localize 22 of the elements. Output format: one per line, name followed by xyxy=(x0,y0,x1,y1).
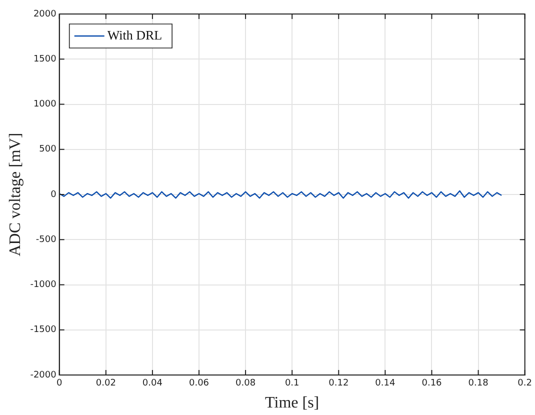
x-tick-label: 0.02 xyxy=(96,378,116,389)
x-tick-label: 0.14 xyxy=(375,378,396,389)
y-tick-label: 1000 xyxy=(33,100,57,110)
y-tick-label: 2000 xyxy=(33,9,57,20)
x-tick-label: 0.08 xyxy=(236,378,256,389)
y-tick-label: -1000 xyxy=(30,280,57,290)
x-tick-label: 0.06 xyxy=(188,378,210,389)
y-tick-label: 0 xyxy=(50,190,57,200)
y-axis-title: ADC voltage [mV] xyxy=(6,132,24,256)
x-tick-label: 0.2 xyxy=(518,378,532,389)
legend-label: With DRL xyxy=(107,27,162,42)
y-tick-label: -2000 xyxy=(30,370,57,380)
x-tick-label: 0.04 xyxy=(142,378,163,389)
y-tick-label: -1500 xyxy=(30,325,57,336)
y-tick-label: 1500 xyxy=(33,54,57,64)
x-tick-label: 0.1 xyxy=(284,378,300,389)
y-tick-label: -500 xyxy=(36,234,57,245)
y-tick-label: 500 xyxy=(39,144,57,155)
x-axis-title: Time [s] xyxy=(265,394,320,412)
x-tick-label: 0.18 xyxy=(468,378,489,389)
x-tick-label: 0.16 xyxy=(422,378,442,389)
x-tick-label: 0.12 xyxy=(328,378,349,389)
